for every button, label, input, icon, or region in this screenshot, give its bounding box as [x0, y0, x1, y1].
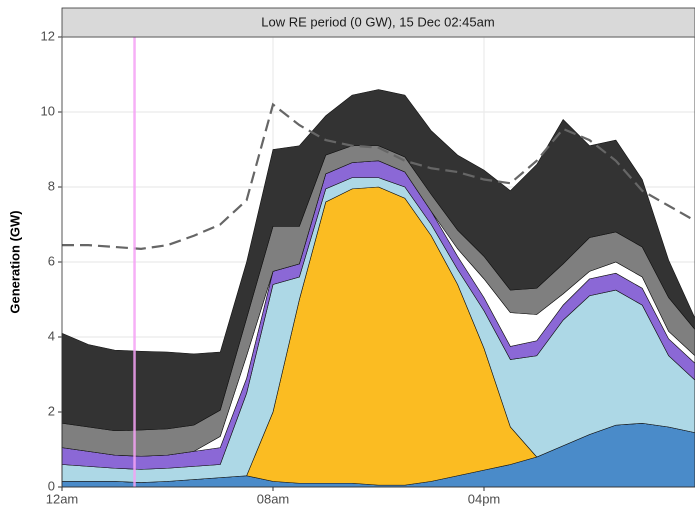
facet-strip [61, 7, 695, 38]
x-tick-label: 04pm [468, 491, 501, 506]
y-tick-label: 12 [41, 28, 55, 43]
y-tick-label: 0 [48, 478, 55, 493]
y-tick-label: 6 [48, 253, 55, 268]
x-tick-label: 12am [46, 491, 79, 506]
y-tick-label: 4 [48, 328, 55, 343]
y-tick-label: 10 [41, 103, 55, 118]
y-tick-label: 2 [48, 403, 55, 418]
demand-line [62, 102, 695, 250]
y-tick-label: 8 [48, 178, 55, 193]
y-axis-title: Generation (GW) [7, 210, 22, 313]
area-layer [61, 89, 695, 432]
panel-border [61, 36, 695, 488]
chart-title: Low RE period (0 GW), 15 Dec 02:45am [261, 14, 494, 29]
x-tick-label: 08am [257, 491, 290, 506]
